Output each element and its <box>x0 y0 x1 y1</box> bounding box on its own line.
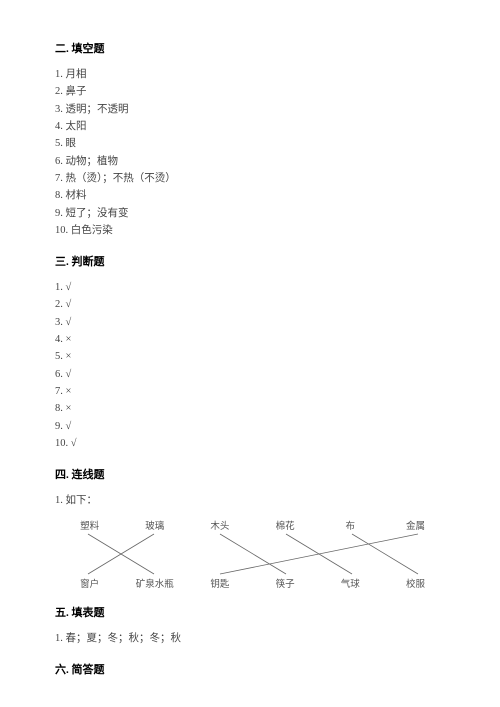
list-item: 7. 热（烫）；不热（不烫） <box>55 170 445 187</box>
section-4-heading: 四. 连线题 <box>55 466 445 482</box>
list-item: 10. 白色污染 <box>55 222 445 239</box>
bottom-label: 钥匙 <box>187 576 252 590</box>
list-item: 3. 透明；不透明 <box>55 101 445 118</box>
list-item: 4. × <box>55 331 445 348</box>
list-item: 3. √ <box>55 314 445 331</box>
list-item: 5. × <box>55 348 445 365</box>
top-label: 玻璃 <box>122 518 187 532</box>
list-item: 1. 月相 <box>55 66 445 83</box>
top-label: 棉花 <box>253 518 318 532</box>
bottom-label: 矿泉水瓶 <box>122 576 187 590</box>
section-4-intro: 1. 如下： <box>55 492 445 509</box>
section-5-list: 1. 春；夏；冬；秋；冬；秋 <box>55 630 445 647</box>
top-label: 木头 <box>187 518 252 532</box>
matching-diagram: 塑料 玻璃 木头 棉花 布 金属 窗户 矿泉水瓶 钥匙 筷子 气球 校服 <box>55 518 450 590</box>
bottom-label: 窗户 <box>57 576 122 590</box>
list-item: 2. 鼻子 <box>55 83 445 100</box>
list-item: 10. √ <box>55 435 445 452</box>
matching-bottom-row: 窗户 矿泉水瓶 钥匙 筷子 气球 校服 <box>55 576 450 590</box>
list-item: 8. × <box>55 400 445 417</box>
section-3-heading: 三. 判断题 <box>55 253 445 269</box>
list-item: 8. 材料 <box>55 187 445 204</box>
list-item: 7. × <box>55 383 445 400</box>
section-2-list: 1. 月相 2. 鼻子 3. 透明；不透明 4. 太阳 5. 眼 6. 动物；植… <box>55 66 445 239</box>
bottom-label: 校服 <box>383 576 448 590</box>
bottom-label: 筷子 <box>253 576 318 590</box>
list-item: 5. 眼 <box>55 135 445 152</box>
bottom-label: 气球 <box>318 576 383 590</box>
section-2-heading: 二. 填空题 <box>55 40 445 56</box>
section-3-list: 1. √ 2. √ 3. √ 4. × 5. × 6. √ 7. × 8. × … <box>55 279 445 452</box>
matching-top-row: 塑料 玻璃 木头 棉花 布 金属 <box>55 518 450 532</box>
list-item: 1. √ <box>55 279 445 296</box>
top-label: 金属 <box>383 518 448 532</box>
list-item: 2. √ <box>55 296 445 313</box>
list-item: 6. 动物；植物 <box>55 153 445 170</box>
top-label: 塑料 <box>57 518 122 532</box>
section-6-heading: 六. 简答题 <box>55 661 445 677</box>
section-5-heading: 五. 填表题 <box>55 604 445 620</box>
list-item: 1. 春；夏；冬；秋；冬；秋 <box>55 630 445 647</box>
list-item: 6. √ <box>55 366 445 383</box>
list-item: 9. 短了；没有变 <box>55 205 445 222</box>
top-label: 布 <box>318 518 383 532</box>
matching-lines <box>55 532 450 576</box>
list-item: 9. √ <box>55 418 445 435</box>
list-item: 4. 太阳 <box>55 118 445 135</box>
